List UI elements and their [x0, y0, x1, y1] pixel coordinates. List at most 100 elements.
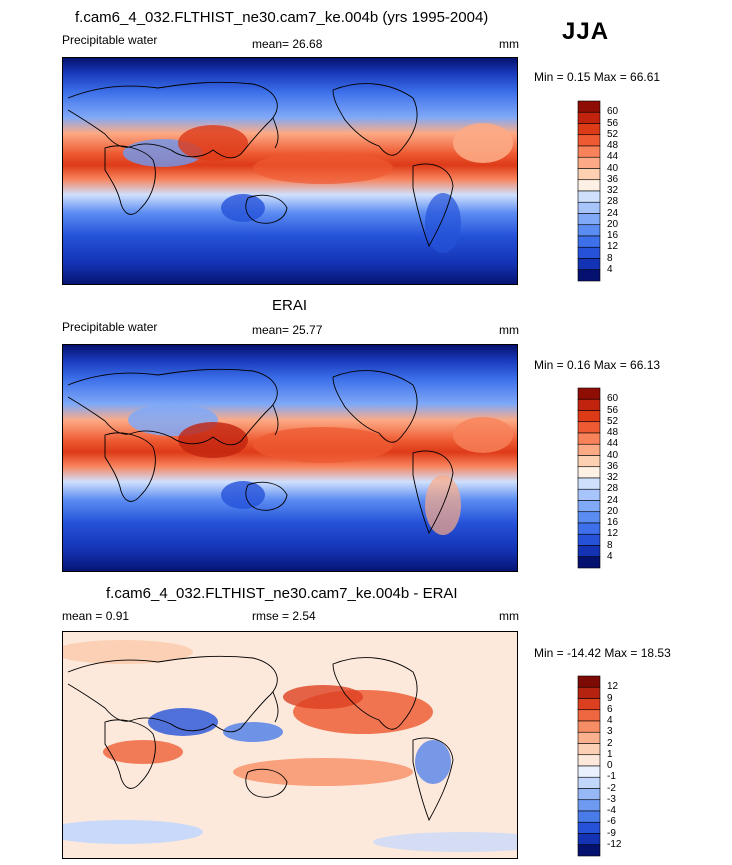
- colorbar-tick-label: 12: [607, 241, 619, 253]
- colorbar-swatch: [577, 731, 601, 744]
- colorbar-tick-label: 60: [607, 393, 619, 405]
- colorbar-tick-label: 20: [607, 218, 619, 230]
- colorbar-swatch: [577, 201, 601, 214]
- colorbar-swatch: [577, 754, 601, 767]
- colorbar-obs: [577, 387, 601, 569]
- colorbar-tick-label: 3: [607, 726, 613, 738]
- colorbar-swatch: [577, 810, 601, 823]
- colorbar-swatch: [577, 675, 601, 688]
- colorbar-swatch: [577, 477, 601, 490]
- colorbar-swatch: [577, 455, 601, 468]
- colorbar-tick-label: 28: [607, 196, 619, 208]
- colorbar-swatch: [577, 410, 601, 423]
- season-label: JJA: [562, 18, 610, 45]
- colorbar-swatch: [577, 258, 601, 271]
- panel-diff-rmse: rmse = 2.54: [252, 609, 316, 623]
- panel-obs-minmax: Min = 0.16 Max = 66.13: [534, 358, 661, 372]
- colorbar-swatch: [577, 545, 601, 558]
- colorbar-swatch: [577, 776, 601, 789]
- colorbar-swatch: [577, 844, 601, 857]
- panel-model-map: [62, 57, 518, 285]
- colorbar-swatch: [577, 134, 601, 147]
- colorbar-swatch: [577, 466, 601, 479]
- map-field: [63, 58, 517, 284]
- colorbar-tick-label: 48: [607, 140, 619, 151]
- colorbar-tick-label: 12: [607, 528, 619, 540]
- colorbar-tick-label: 6: [607, 703, 613, 715]
- colorbar-swatch: [577, 432, 601, 445]
- colorbar-tick-label: 16: [607, 517, 619, 528]
- colorbar-obs-swatches: [577, 387, 601, 569]
- colorbar-swatch: [577, 488, 601, 501]
- colorbar-swatch: [577, 398, 601, 411]
- colorbar-tick-label: 4: [607, 550, 613, 562]
- colorbar-tick-label: 40: [607, 162, 619, 174]
- panel-model-title: f.cam6_4_032.FLTHIST_ne30.cam7_ke.004b (…: [75, 9, 489, 26]
- colorbar-tick-label: 32: [607, 185, 619, 196]
- colorbar-tick-label: 4: [607, 263, 613, 275]
- colorbar-swatch: [577, 145, 601, 158]
- panel-diff-minmax: Min = -14.42 Max = 18.53: [534, 646, 671, 660]
- colorbar-tick-label: -2: [607, 782, 616, 794]
- colorbar-swatch: [577, 720, 601, 733]
- map-field: [63, 632, 517, 858]
- colorbar-model: [577, 100, 601, 282]
- panel-obs-units: mm: [499, 323, 519, 337]
- colorbar-tick-label: 9: [607, 692, 613, 704]
- colorbar-tick-label: 20: [607, 505, 619, 517]
- colorbar-tick-label: 56: [607, 117, 619, 129]
- colorbar-swatch: [577, 443, 601, 456]
- colorbar-tick-label: -12: [607, 838, 622, 850]
- colorbar-tick-label: 1: [607, 748, 613, 760]
- panel-diff-mean: mean = 0.91: [62, 609, 130, 623]
- colorbar-tick-label: 44: [607, 151, 619, 163]
- colorbar-tick-label: 24: [607, 207, 619, 219]
- colorbar-swatch: [577, 799, 601, 812]
- panel-obs-map: [62, 344, 518, 572]
- colorbar-tick-label: 8: [607, 539, 613, 551]
- colorbar-tick-label: 12: [607, 681, 619, 693]
- colorbar-swatch: [577, 100, 601, 113]
- colorbar-tick-label: -1: [607, 771, 616, 783]
- colorbar-tick-label: 36: [607, 460, 619, 472]
- colorbar-swatch: [577, 698, 601, 711]
- colorbar-model-swatches: [577, 100, 601, 282]
- colorbar-tick-label: 0: [607, 760, 613, 771]
- colorbar-swatch: [577, 421, 601, 434]
- panel-obs-variable: Precipitable water: [62, 320, 158, 334]
- colorbar-swatch: [577, 224, 601, 237]
- colorbar-swatch: [577, 269, 601, 282]
- colorbar-swatch: [577, 235, 601, 248]
- colorbar-swatch: [577, 190, 601, 203]
- colorbar-tick-label: 28: [607, 483, 619, 495]
- colorbar-swatch: [577, 556, 601, 569]
- colorbar-tick-label: 2: [607, 737, 613, 749]
- colorbar-tick-label: 56: [607, 404, 619, 416]
- colorbar-tick-label: 44: [607, 438, 619, 450]
- colorbar-swatch: [577, 111, 601, 124]
- map-field: [63, 345, 517, 571]
- colorbar-swatch: [577, 246, 601, 259]
- colorbar-swatch: [577, 511, 601, 524]
- panel-obs-mean: mean= 25.77: [252, 323, 323, 337]
- panel-model-units: mm: [499, 37, 519, 51]
- colorbar-swatch: [577, 765, 601, 778]
- colorbar-swatch: [577, 500, 601, 513]
- colorbar-swatch: [577, 743, 601, 756]
- colorbar-tick-label: 52: [607, 415, 619, 427]
- panel-diff-map: [62, 631, 518, 859]
- colorbar-tick-label: -9: [607, 827, 616, 839]
- colorbar-swatch: [577, 156, 601, 169]
- panel-obs-title: ERAI: [272, 297, 308, 314]
- colorbar-tick-label: 32: [607, 472, 619, 483]
- colorbar-swatch: [577, 522, 601, 535]
- colorbar-swatch: [577, 179, 601, 192]
- panel-diff-title: f.cam6_4_032.FLTHIST_ne30.cam7_ke.004b -…: [106, 585, 458, 602]
- colorbar-swatch: [577, 387, 601, 400]
- colorbar-tick-label: 40: [607, 449, 619, 461]
- colorbar-swatch: [577, 833, 601, 846]
- colorbar-tick-label: 4: [607, 715, 613, 726]
- colorbar-tick-label: 48: [607, 427, 619, 438]
- colorbar-swatch: [577, 686, 601, 699]
- colorbar-swatch: [577, 168, 601, 181]
